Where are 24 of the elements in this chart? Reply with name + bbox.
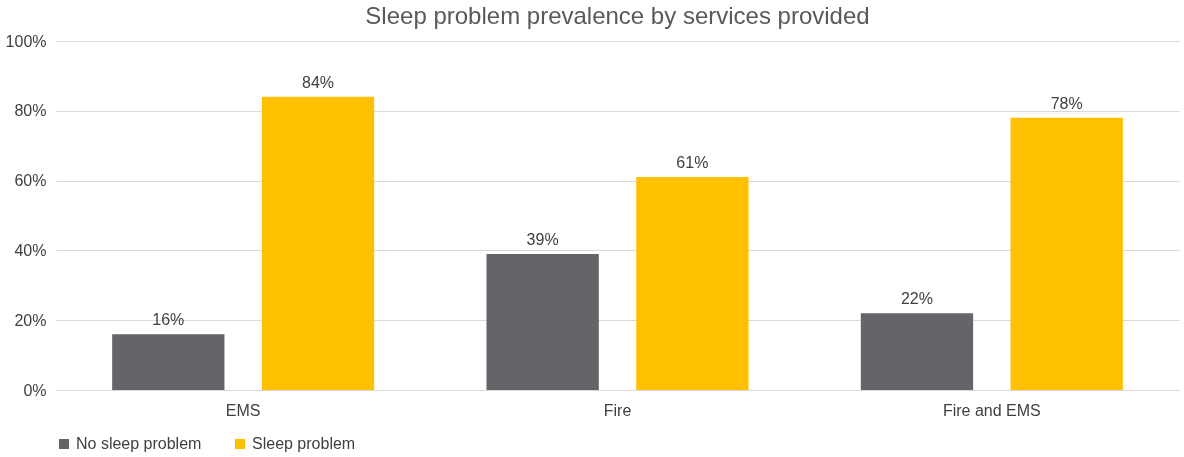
bar bbox=[486, 253, 599, 390]
bar bbox=[261, 96, 375, 390]
x-tick-label: Fire and EMS bbox=[942, 401, 1041, 419]
x-tick-label: Fire bbox=[603, 401, 632, 419]
y-tick-label: 80% bbox=[14, 102, 47, 120]
chart-title: Sleep problem prevalence by services provided bbox=[365, 2, 870, 29]
data-label: 78% bbox=[1050, 94, 1083, 112]
bar bbox=[112, 334, 225, 390]
y-tick-label: 0% bbox=[23, 381, 47, 399]
y-tick-label: 100% bbox=[5, 32, 47, 50]
y-tick-label: 40% bbox=[14, 241, 47, 259]
data-label: 39% bbox=[526, 230, 559, 248]
data-label: 22% bbox=[900, 290, 933, 308]
bar bbox=[636, 177, 749, 390]
legend-label: Sleep problem bbox=[252, 435, 356, 452]
bar bbox=[860, 313, 974, 390]
y-tick-label: 20% bbox=[14, 311, 47, 329]
data-label: 61% bbox=[676, 154, 709, 172]
y-tick-label: 60% bbox=[14, 172, 47, 190]
bar bbox=[1010, 117, 1123, 390]
data-label: 16% bbox=[152, 311, 185, 329]
x-tick-label: EMS bbox=[225, 401, 261, 419]
data-label: 84% bbox=[302, 73, 335, 91]
legend-label: No sleep problem bbox=[76, 435, 202, 452]
